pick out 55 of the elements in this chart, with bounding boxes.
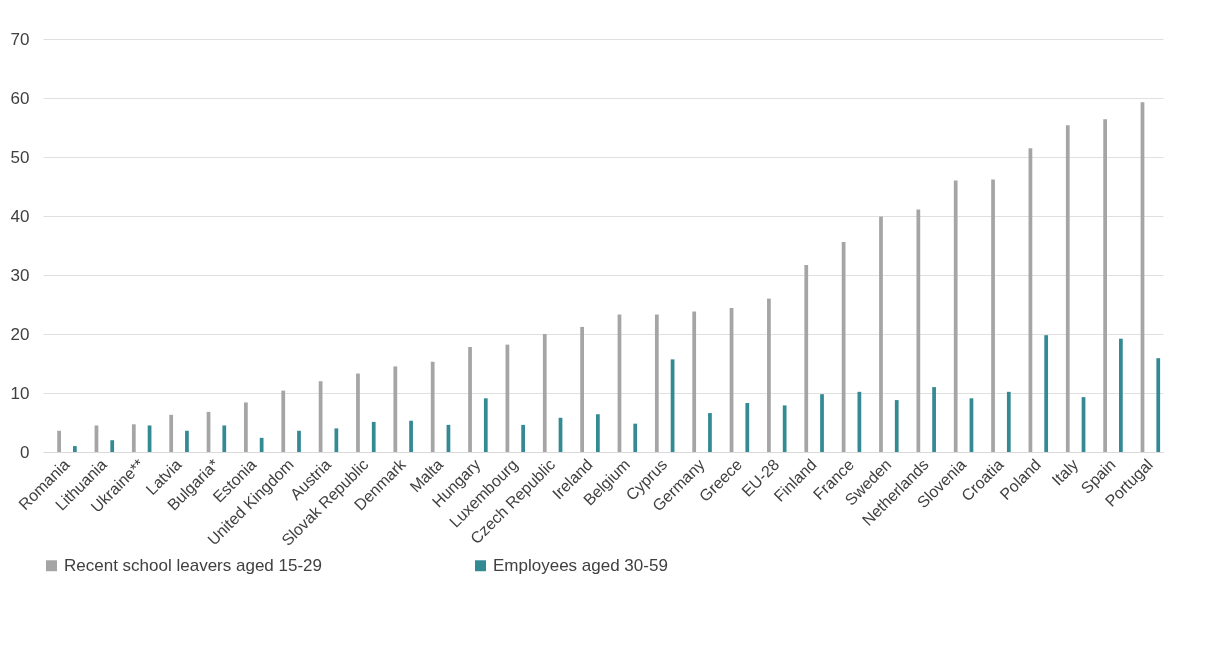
bar xyxy=(409,420,413,452)
y-tick-label: 70 xyxy=(10,29,30,49)
bar xyxy=(393,366,398,452)
bar xyxy=(72,446,77,452)
bar xyxy=(1006,391,1011,452)
bar xyxy=(820,394,824,452)
bar xyxy=(1156,358,1161,452)
bar xyxy=(1103,119,1108,452)
bar xyxy=(1065,125,1070,452)
bar xyxy=(692,311,697,452)
bar xyxy=(782,405,787,452)
y-tick-label: 40 xyxy=(10,206,30,226)
bar xyxy=(244,402,248,452)
bar xyxy=(580,326,584,452)
bar xyxy=(483,398,488,452)
bar xyxy=(281,390,286,452)
y-tick-label: 10 xyxy=(10,383,30,403)
bar xyxy=(654,314,659,452)
y-tick-label: 0 xyxy=(20,442,30,462)
bar xyxy=(879,216,883,452)
bar xyxy=(804,264,809,452)
bar xyxy=(991,179,995,452)
bar xyxy=(259,437,264,452)
bar xyxy=(521,424,526,452)
bar xyxy=(745,403,750,452)
bar xyxy=(894,400,899,452)
bar xyxy=(542,334,547,452)
bar xyxy=(169,414,174,452)
bar xyxy=(131,424,136,452)
bar xyxy=(1119,338,1123,452)
bar xyxy=(767,298,771,452)
bar xyxy=(468,346,472,452)
legend-label: Recent school leavers aged 15-29 xyxy=(64,555,322,575)
bar xyxy=(185,430,189,452)
bar xyxy=(932,387,936,452)
bar xyxy=(371,421,376,452)
bar xyxy=(430,361,435,452)
bar xyxy=(334,428,339,452)
bar xyxy=(953,180,958,452)
x-tick-label: Italy xyxy=(1048,455,1082,489)
bar xyxy=(356,373,360,452)
y-tick-label: 20 xyxy=(10,324,30,344)
bar xyxy=(1044,335,1049,452)
legend-label: Employees aged 30-59 xyxy=(493,555,668,575)
bar xyxy=(222,425,227,452)
bar xyxy=(57,430,61,452)
bar xyxy=(916,209,921,452)
bar xyxy=(297,430,301,452)
bar xyxy=(633,423,638,452)
bar xyxy=(595,414,600,452)
y-tick-label: 60 xyxy=(10,88,30,108)
y-tick-label: 50 xyxy=(10,147,30,167)
bar xyxy=(708,413,712,452)
bar xyxy=(110,440,115,452)
y-tick-label: 30 xyxy=(10,265,30,285)
